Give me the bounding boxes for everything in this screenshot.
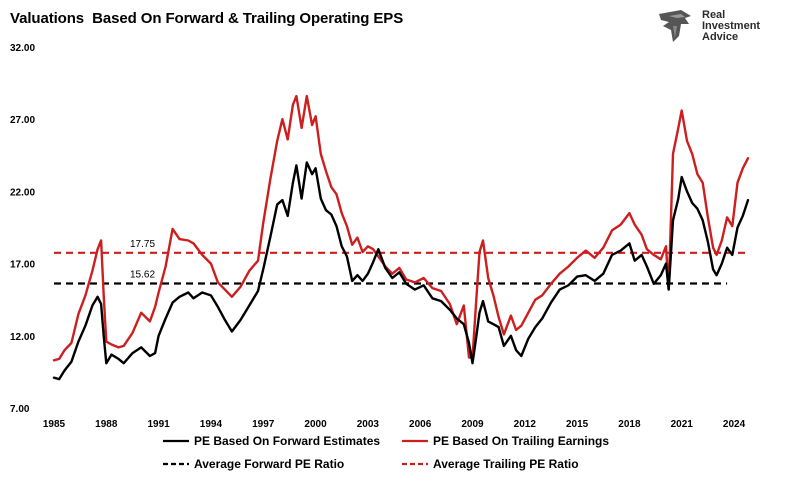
x-tick-label-9: 2012 [514,419,537,430]
average-value-label-1: 15.62 [130,270,155,281]
plot-area [52,94,750,381]
x-tick-label-7: 2006 [409,419,432,430]
series-line-0 [52,161,750,381]
x-tick-label-4: 1997 [252,419,275,430]
x-tick-label-5: 2000 [304,419,327,430]
chart-title: Valuations Based On Forward & Trailing O… [10,10,404,27]
x-tick-label-11: 2018 [618,419,641,430]
x-tick-label-3: 1994 [200,419,223,430]
x-tick-label-1: 1988 [95,419,118,430]
x-axis: 1985 1988 1991 1994 1997 2000 2003 2006 2009 2012… [43,419,746,430]
y-tick-label-1: 27.00 [10,115,35,126]
logo-line-2: Investment [702,20,761,32]
x-tick-label-0: 1985 [43,419,66,430]
legend-label-2: Average Forward PE Ratio [194,457,344,471]
y-tick-label-0: 32.00 [10,43,35,54]
y-tick-label-4: 12.00 [10,332,35,343]
x-tick-label-6: 2003 [357,419,380,430]
y-tick-label-3: 17.00 [10,260,35,271]
y-axis: 32.00 27.00 22.00 17.00 12.00 7.00 [10,43,35,415]
logo-text: Real Investment Advice [702,10,760,43]
legend-label-0: PE Based On Forward Estimates [194,434,380,448]
y-tick-label-2: 22.00 [10,187,35,198]
eagle-logo-icon [659,10,691,42]
x-tick-label-10: 2015 [566,419,589,430]
series-line-1 [52,94,750,362]
average-value-label-0: 17.75 [130,239,155,250]
legend-label-3: Average Trailing PE Ratio [433,457,579,471]
x-tick-label-12: 2021 [671,419,694,430]
annotations: 17.75 15.62 [130,239,155,281]
logo-line-3: Advice [702,31,739,43]
legend-label-1: PE Based On Trailing Earnings [433,434,609,448]
y-tick-label-5: 7.00 [10,404,30,415]
logo-line-1: Real [702,9,726,21]
x-tick-label-2: 1991 [147,419,170,430]
x-tick-label-8: 2009 [461,419,484,430]
legend: PE Based On Forward Estimates PE Based On… [163,434,609,471]
x-tick-label-13: 2024 [723,419,746,430]
brand-logo: Real Investment Advice [655,6,775,46]
